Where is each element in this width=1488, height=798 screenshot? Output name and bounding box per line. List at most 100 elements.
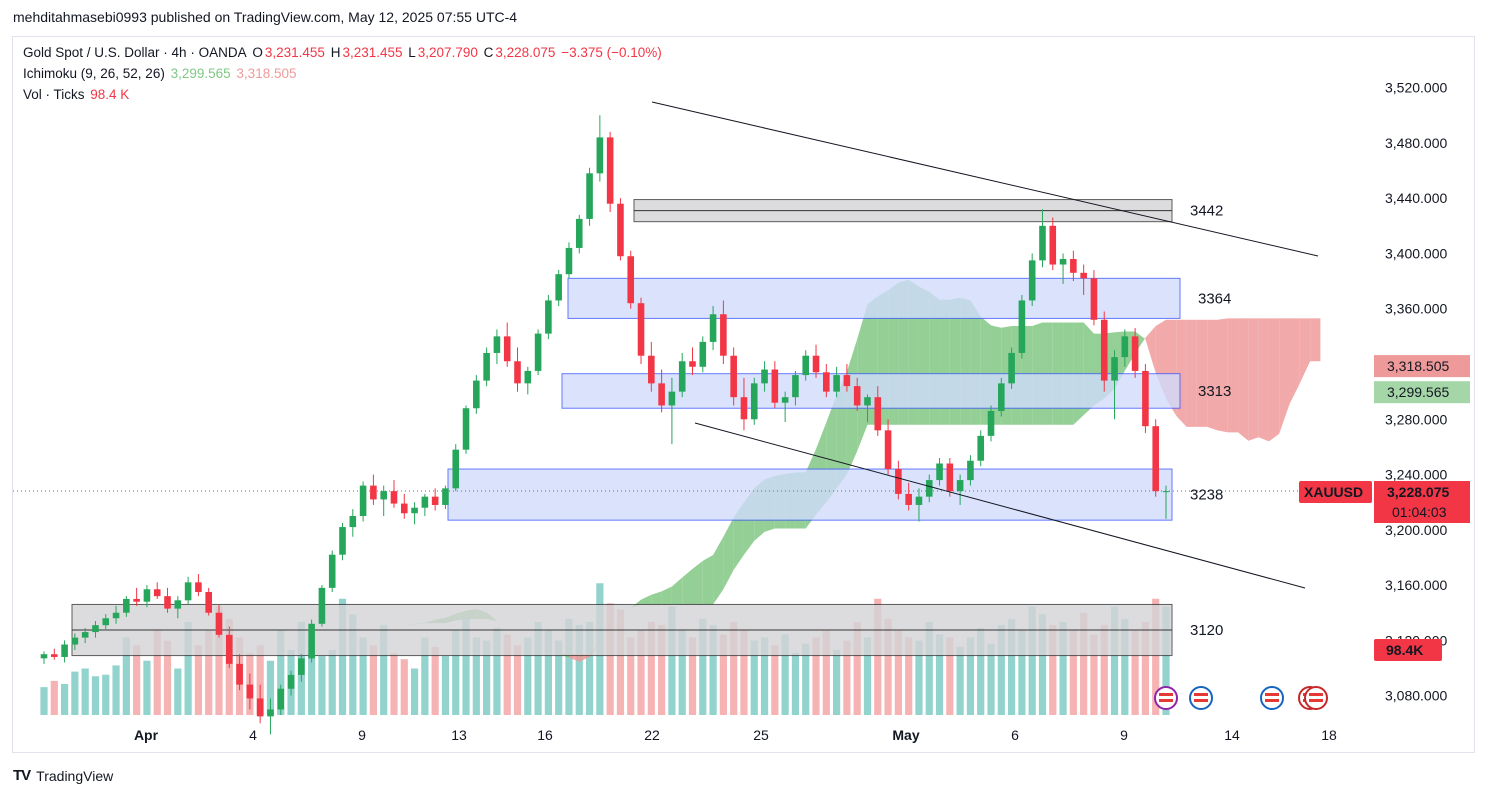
x-tick-label: 9: [1120, 727, 1128, 743]
volume-bar: [369, 645, 377, 715]
x-tick-label: 16: [537, 727, 553, 743]
candle-body: [370, 485, 377, 500]
lightning-event-icon-stripe: [1159, 693, 1173, 696]
volume-bar: [60, 684, 69, 715]
y-tick-label: 3,360.000: [1385, 301, 1447, 317]
candle-body: [956, 480, 964, 492]
volume-bar: [822, 629, 830, 715]
volume-bar: [318, 656, 326, 715]
volume-bar: [277, 629, 285, 715]
candle-body: [575, 218, 583, 248]
candle-body: [998, 383, 1005, 411]
x-tick-label: 13: [451, 727, 467, 743]
volume-bar: [791, 653, 800, 715]
candle-body: [977, 435, 985, 461]
candle-body: [689, 361, 696, 367]
volume-bar: [256, 645, 264, 715]
legend-ichimoku[interactable]: Ichimoku (9, 26, 52, 26) 3,299.565 3,318…: [23, 66, 298, 81]
candle-body: [102, 618, 110, 626]
candle-body: [884, 430, 892, 470]
volume-bar: [40, 687, 48, 715]
footer-brand[interactable]: TV TradingView: [13, 767, 113, 784]
candle-body: [153, 589, 161, 597]
candle-body: [781, 397, 789, 403]
lightning-event-icon[interactable]: [1154, 686, 1178, 710]
volume-bar: [421, 637, 429, 715]
ichimoku-cloud-segment: [1186, 319, 1197, 427]
candle-body: [967, 460, 974, 481]
y-tick-label: 3,480.000: [1385, 135, 1447, 151]
us-flag-icon[interactable]: [1260, 686, 1284, 710]
volume-bar: [338, 598, 347, 715]
volume-bar: [122, 637, 130, 715]
ichimoku-cloud-segment: [651, 591, 662, 605]
candle-body: [1152, 426, 1160, 492]
ichimoku-cloud-segment: [1310, 318, 1321, 362]
candle-body: [740, 397, 748, 420]
volume-bar: [472, 637, 480, 715]
legend-symbol: Gold Spot / U.S. Dollar · 4h · OANDA: [23, 45, 247, 60]
us-flag-icon[interactable]: [1304, 686, 1328, 710]
ichimoku-cloud-segment: [1217, 318, 1228, 433]
y-tick-label: 3,440.000: [1385, 190, 1447, 206]
volume-bar: [215, 606, 223, 715]
us-flag-icon-stripe: [1309, 699, 1323, 702]
last-price-tag-bg: [1374, 481, 1470, 524]
candle-body: [164, 596, 171, 609]
volume-tag-value: 98.4K: [1386, 642, 1423, 658]
chart-frame[interactable]: [12, 36, 1475, 753]
candle-body: [195, 582, 202, 593]
publish-info: mehditahmasebi0993 published on TradingV…: [13, 9, 518, 25]
volume-bar: [668, 606, 676, 715]
volume-bar: [452, 629, 460, 715]
candle-body: [1018, 300, 1026, 353]
x-tick-label: 4: [249, 727, 257, 743]
candle-body: [853, 386, 861, 406]
candle-body: [298, 658, 305, 675]
volume-bar: [102, 674, 110, 715]
volume-bar: [1131, 629, 1139, 715]
candle-body: [1080, 272, 1087, 279]
volume-bar: [606, 603, 614, 715]
volume-bar: [987, 643, 995, 715]
candle-body: [143, 589, 151, 602]
volume-bar: [349, 614, 357, 715]
volume-bar: [359, 637, 367, 715]
candle-body: [390, 491, 398, 504]
ichimoku-cloud-segment: [702, 555, 714, 605]
candle-body: [256, 698, 264, 717]
volume-bar: [585, 622, 594, 715]
volume-bar: [575, 625, 583, 715]
candle-body: [442, 488, 449, 505]
candle-body: [1090, 278, 1098, 320]
volume-bar: [308, 637, 316, 715]
candle-body: [596, 137, 604, 174]
lower-trendline: [694, 422, 1306, 589]
candle-body: [225, 634, 233, 664]
candle-body: [709, 314, 717, 342]
candle-body: [1070, 258, 1077, 273]
volume-bar: [853, 622, 861, 715]
us-flag-icon[interactable]: [1189, 686, 1213, 710]
candle-body: [1059, 258, 1067, 265]
candle-body: [493, 336, 501, 353]
upper-trendline: [651, 101, 1319, 257]
volume-bar: [483, 640, 491, 715]
countdown-timer: 01:04:03: [1392, 504, 1447, 520]
volume-bar: [163, 640, 172, 715]
volume-bar: [709, 625, 717, 715]
us-flag-icon-stripe: [1309, 693, 1323, 696]
legend-volume[interactable]: Vol · Ticks 98.4 K: [23, 87, 131, 102]
y-tick-label: 3,240.000: [1385, 467, 1447, 483]
candle-body: [400, 503, 408, 514]
candle-body: [318, 587, 326, 624]
last-price-value: 3,228.075: [1387, 484, 1449, 500]
candle-body: [545, 300, 552, 334]
candle-body: [349, 516, 357, 528]
volume-bar: [781, 634, 789, 715]
candle-body: [771, 369, 779, 403]
candle-body: [761, 369, 768, 384]
candle-body: [1142, 370, 1149, 427]
volume-bar: [544, 629, 552, 715]
